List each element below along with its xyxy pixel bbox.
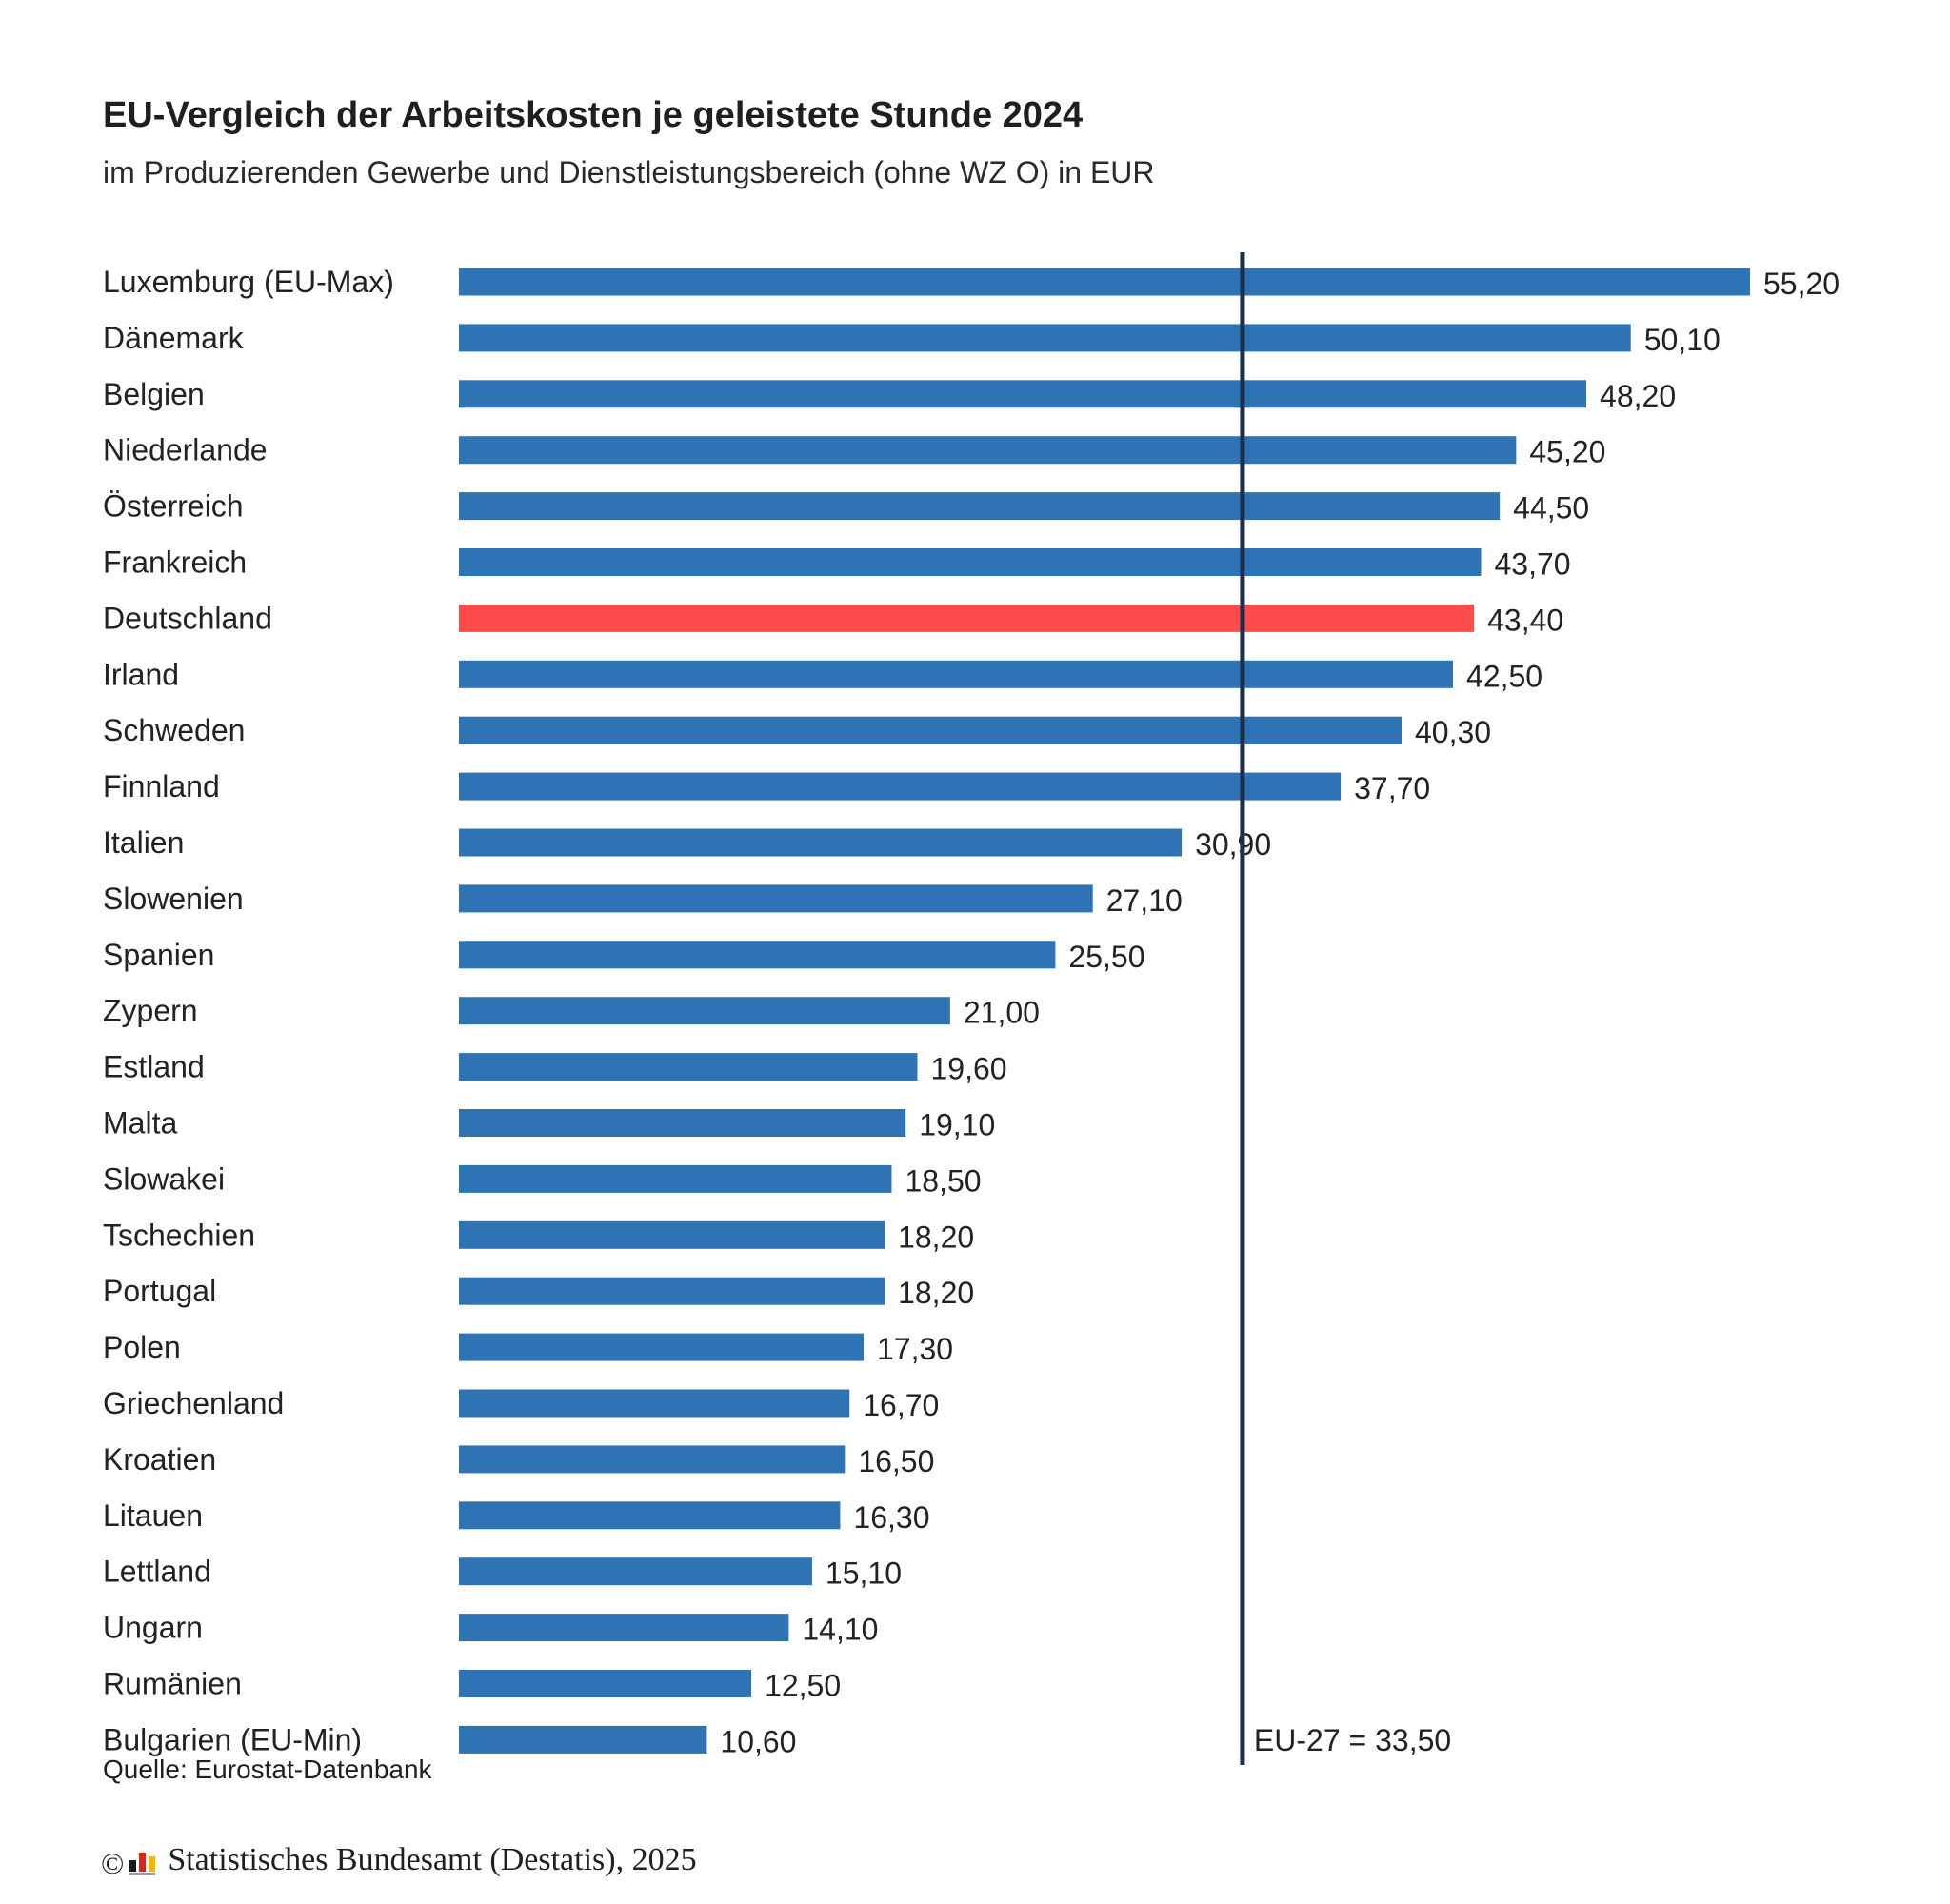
chart-subtitle: im Produzierenden Gewerbe und Dienstleis… bbox=[103, 155, 1155, 189]
bar bbox=[459, 1389, 850, 1418]
category-label: Griechenland bbox=[103, 1386, 284, 1420]
bar bbox=[459, 941, 1056, 969]
bar bbox=[459, 772, 1342, 801]
value-label: 37,70 bbox=[1354, 771, 1430, 805]
value-label: 50,10 bbox=[1644, 323, 1721, 357]
bar bbox=[459, 1220, 885, 1249]
category-label: Schweden bbox=[103, 713, 245, 747]
bar bbox=[459, 716, 1402, 744]
copyright-symbol: © bbox=[101, 1845, 125, 1880]
value-label: 42,50 bbox=[1466, 659, 1542, 693]
bar bbox=[459, 1670, 752, 1697]
bar bbox=[459, 660, 1454, 688]
category-label: Tschechien bbox=[103, 1218, 255, 1252]
value-labels: 55,20 50,10 48,20 45,20 44,50 43,70 43,40 42,50… bbox=[720, 267, 1840, 1758]
value-label: 43,70 bbox=[1495, 547, 1571, 582]
category-label: Ungarn bbox=[103, 1611, 203, 1645]
bar bbox=[459, 1277, 885, 1305]
bar bbox=[459, 1164, 892, 1193]
category-label: Slowakei bbox=[103, 1161, 225, 1196]
bar-chart: Luxemburg (EU-Max) Dänemark Belgien Niederl… bbox=[103, 252, 1840, 1765]
bar bbox=[459, 1053, 918, 1081]
category-labels: Luxemburg (EU-Max) Dänemark Belgien Niederl… bbox=[103, 265, 394, 1756]
category-label: Slowenien bbox=[103, 882, 244, 916]
category-label: Kroatien bbox=[103, 1442, 216, 1477]
bar bbox=[459, 268, 1750, 296]
bar bbox=[459, 997, 950, 1025]
category-label: Portugal bbox=[103, 1274, 216, 1308]
bar bbox=[459, 1725, 707, 1754]
bar bbox=[459, 1614, 789, 1642]
bar bbox=[459, 492, 1501, 521]
value-label: 55,20 bbox=[1763, 267, 1840, 301]
value-label: 43,40 bbox=[1487, 603, 1563, 637]
value-label: 10,60 bbox=[720, 1724, 796, 1758]
bar bbox=[459, 436, 1517, 465]
category-label: Niederlande bbox=[103, 433, 268, 467]
category-label: Belgien bbox=[103, 377, 205, 411]
bar bbox=[459, 1445, 846, 1474]
value-label: 27,10 bbox=[1106, 883, 1183, 918]
value-label: 40,30 bbox=[1415, 715, 1491, 749]
category-label: Spanien bbox=[103, 938, 214, 972]
category-label: Malta bbox=[103, 1106, 177, 1140]
bar bbox=[459, 884, 1093, 913]
value-label: 17,30 bbox=[877, 1332, 953, 1366]
bar bbox=[459, 380, 1587, 408]
destatis-bars-icon bbox=[129, 1853, 156, 1875]
value-label: 18,50 bbox=[905, 1163, 981, 1198]
value-label: 12,50 bbox=[765, 1669, 841, 1703]
category-label: Lettland bbox=[103, 1555, 211, 1589]
category-label: Frankreich bbox=[103, 545, 247, 580]
category-label: Dänemark bbox=[103, 321, 245, 355]
bar bbox=[459, 1333, 864, 1361]
value-label: 15,10 bbox=[826, 1557, 902, 1591]
source-note: Quelle: Eurostat-Datenbank bbox=[103, 1755, 432, 1784]
category-label: Zypern bbox=[103, 994, 198, 1028]
value-label: 18,20 bbox=[898, 1276, 974, 1310]
value-label: 44,50 bbox=[1513, 491, 1589, 526]
eu27-reference-label: EU-27 = 33,50 bbox=[1254, 1723, 1451, 1757]
category-label: Deutschland bbox=[103, 601, 272, 635]
bar bbox=[459, 1109, 906, 1137]
category-label: Italien bbox=[103, 825, 184, 860]
category-label: Litauen bbox=[103, 1498, 203, 1533]
value-label: 16,30 bbox=[853, 1500, 929, 1535]
bar bbox=[459, 548, 1482, 576]
value-label: 21,00 bbox=[964, 996, 1040, 1030]
value-label: 19,60 bbox=[930, 1052, 1006, 1086]
bar bbox=[459, 1557, 812, 1586]
value-label: 19,10 bbox=[919, 1108, 995, 1142]
value-label: 48,20 bbox=[1600, 379, 1676, 413]
value-label: 25,50 bbox=[1068, 940, 1144, 974]
category-label: Irland bbox=[103, 657, 179, 691]
category-label: Österreich bbox=[103, 489, 244, 524]
category-label: Rumänien bbox=[103, 1667, 242, 1701]
category-label: Bulgarien (EU-Min) bbox=[103, 1722, 362, 1756]
bars-layer bbox=[459, 268, 1750, 1754]
bar bbox=[459, 324, 1631, 352]
category-label: Luxemburg (EU-Max) bbox=[103, 265, 394, 299]
footer-credit: © Statistisches Bundesamt (Destatis), 20… bbox=[101, 1842, 697, 1880]
category-label: Finnland bbox=[103, 769, 220, 803]
value-label: 45,20 bbox=[1529, 435, 1605, 469]
value-label: 16,50 bbox=[858, 1444, 934, 1478]
footer-credit-text: Statistisches Bundesamt (Destatis), 2025 bbox=[168, 1842, 697, 1877]
category-label: Estland bbox=[103, 1050, 205, 1084]
value-label: 18,20 bbox=[898, 1220, 974, 1254]
reference-line-group: EU-27 = 33,50 bbox=[1240, 252, 1451, 1765]
bar bbox=[459, 828, 1183, 857]
value-label: 30,90 bbox=[1195, 827, 1271, 862]
value-label: 14,10 bbox=[802, 1613, 878, 1647]
chart-title: EU-Vergleich der Arbeitskosten je geleis… bbox=[103, 95, 1084, 135]
bar bbox=[459, 1501, 841, 1530]
category-label: Polen bbox=[103, 1330, 181, 1364]
value-label: 16,70 bbox=[863, 1388, 939, 1422]
bar bbox=[459, 604, 1475, 632]
